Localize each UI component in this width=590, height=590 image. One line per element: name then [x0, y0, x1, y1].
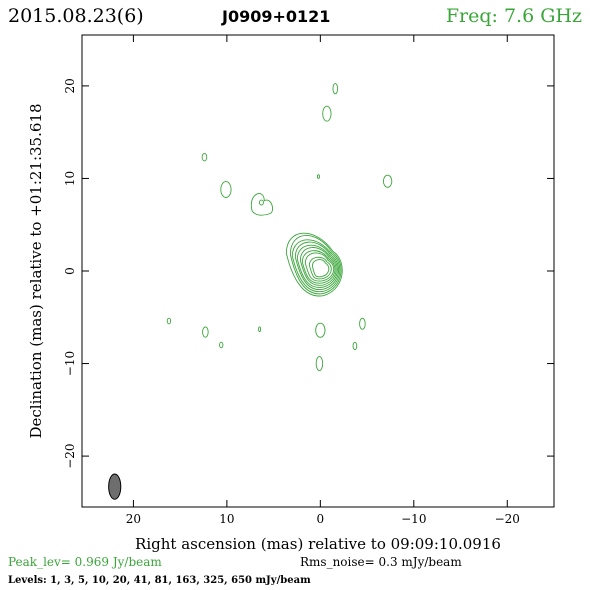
contour-blob — [359, 317, 366, 330]
epoch-date: 2015.08.23(6) — [8, 5, 144, 27]
contour-blob — [202, 326, 209, 338]
frequency-label: Freq: 7.6 GHz — [446, 5, 582, 27]
beam-ellipse — [108, 473, 122, 500]
contour-blob — [332, 83, 339, 95]
contour-blob — [315, 322, 326, 338]
x-axis-title: Right ascension (mas) relative to 09:09:… — [135, 535, 501, 553]
contour-blob — [352, 341, 358, 351]
contour-layer — [108, 83, 393, 500]
contour-blob — [201, 152, 208, 162]
contour-blob-inner — [259, 199, 264, 206]
contour-blob — [219, 341, 224, 349]
plot-frame — [81, 34, 555, 508]
contour-ring — [296, 244, 338, 288]
contour-blob — [317, 174, 320, 179]
x-tick-label: −20 — [495, 512, 520, 526]
y-axis-title: Declination (mas) relative to +01:21:35.… — [27, 103, 45, 438]
contour-ring — [291, 239, 341, 293]
contour-blob — [382, 174, 393, 188]
source-name: J0909+0121 — [221, 7, 330, 26]
x-tick-label: −10 — [401, 512, 426, 526]
x-tick-label: 20 — [126, 512, 141, 526]
contour-ring — [311, 259, 330, 278]
contour-ring — [304, 252, 335, 282]
contour-blob — [322, 105, 332, 122]
contour-blob — [258, 326, 262, 333]
axis-ticks: 20 10 0 −10 −20 20 10 0 −10 −20 — [63, 35, 554, 526]
contour-ring — [285, 232, 343, 297]
contour-levels: Levels: 1, 3, 5, 10, 20, 41, 81, 163, 32… — [8, 575, 311, 586]
y-tick-label: 20 — [63, 78, 77, 93]
rms-noise: Rms_noise= 0.3 mJy/beam — [300, 555, 462, 569]
contour-ring — [299, 247, 337, 286]
y-tick-label: 10 — [63, 171, 77, 186]
x-tick-label: 10 — [219, 512, 234, 526]
contour-blob-double — [250, 193, 273, 216]
contour-ring — [308, 256, 332, 280]
y-tick-label: 0 — [63, 267, 77, 275]
contour-blob — [220, 181, 232, 198]
contour-blob — [315, 356, 324, 372]
contour-ring — [301, 250, 336, 284]
contour-ring — [294, 241, 339, 290]
contour-blob — [166, 317, 172, 325]
peak-level: Peak_lev= 0.969 Jy/beam — [8, 555, 162, 569]
y-tick-label: −20 — [63, 443, 77, 468]
y-tick-label: −10 — [63, 351, 77, 376]
contour-ring — [289, 235, 342, 295]
x-tick-label: 0 — [317, 512, 325, 526]
